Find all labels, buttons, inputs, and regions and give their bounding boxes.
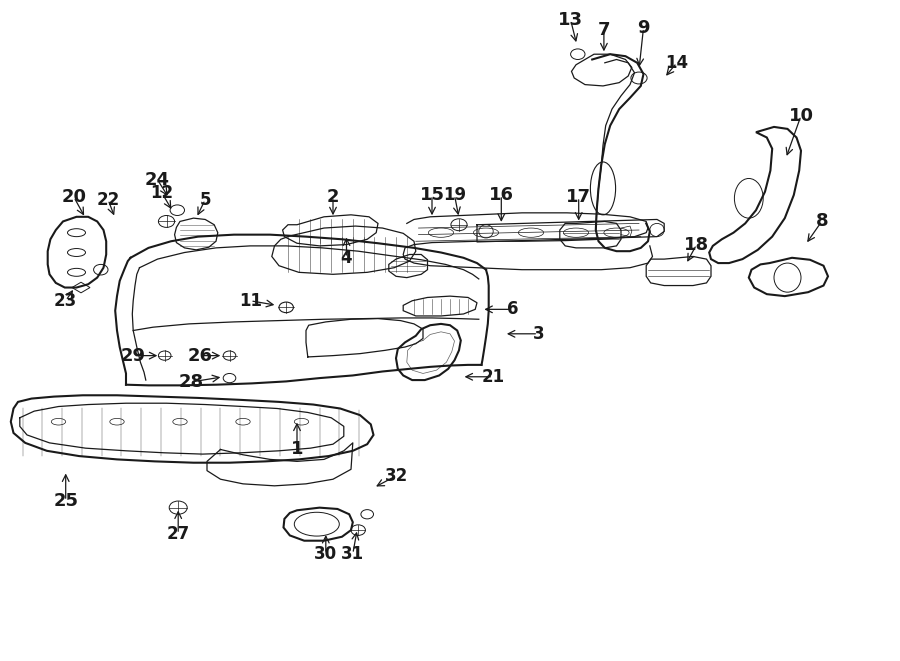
Text: 1: 1 (291, 440, 303, 459)
Text: 30: 30 (314, 545, 338, 563)
Text: 25: 25 (53, 492, 78, 510)
Text: 29: 29 (121, 346, 146, 365)
Text: 2: 2 (327, 188, 339, 206)
Text: 4: 4 (341, 249, 352, 267)
Text: 7: 7 (598, 20, 610, 39)
Text: 13: 13 (558, 11, 583, 29)
Text: 9: 9 (637, 19, 650, 37)
Text: 8: 8 (815, 212, 828, 231)
Text: 23: 23 (54, 292, 77, 310)
Text: 6: 6 (508, 300, 518, 319)
Text: 26: 26 (187, 346, 212, 365)
Text: 12: 12 (150, 184, 174, 202)
Text: 24: 24 (145, 171, 170, 189)
Text: 3: 3 (533, 325, 544, 343)
Text: 21: 21 (482, 368, 505, 386)
Text: 32: 32 (384, 467, 408, 485)
Text: 10: 10 (788, 106, 814, 125)
Text: 20: 20 (61, 188, 86, 206)
Text: 15: 15 (419, 186, 445, 204)
Text: 28: 28 (178, 373, 203, 391)
Text: 5: 5 (200, 190, 211, 209)
Text: 27: 27 (166, 525, 190, 543)
Text: 17: 17 (566, 188, 591, 206)
Text: 19: 19 (443, 186, 466, 204)
Text: 11: 11 (238, 292, 262, 310)
Text: 16: 16 (489, 186, 514, 204)
Text: 14: 14 (665, 54, 688, 72)
Text: 18: 18 (684, 235, 709, 254)
Text: 31: 31 (341, 545, 365, 563)
Text: 22: 22 (96, 190, 120, 209)
